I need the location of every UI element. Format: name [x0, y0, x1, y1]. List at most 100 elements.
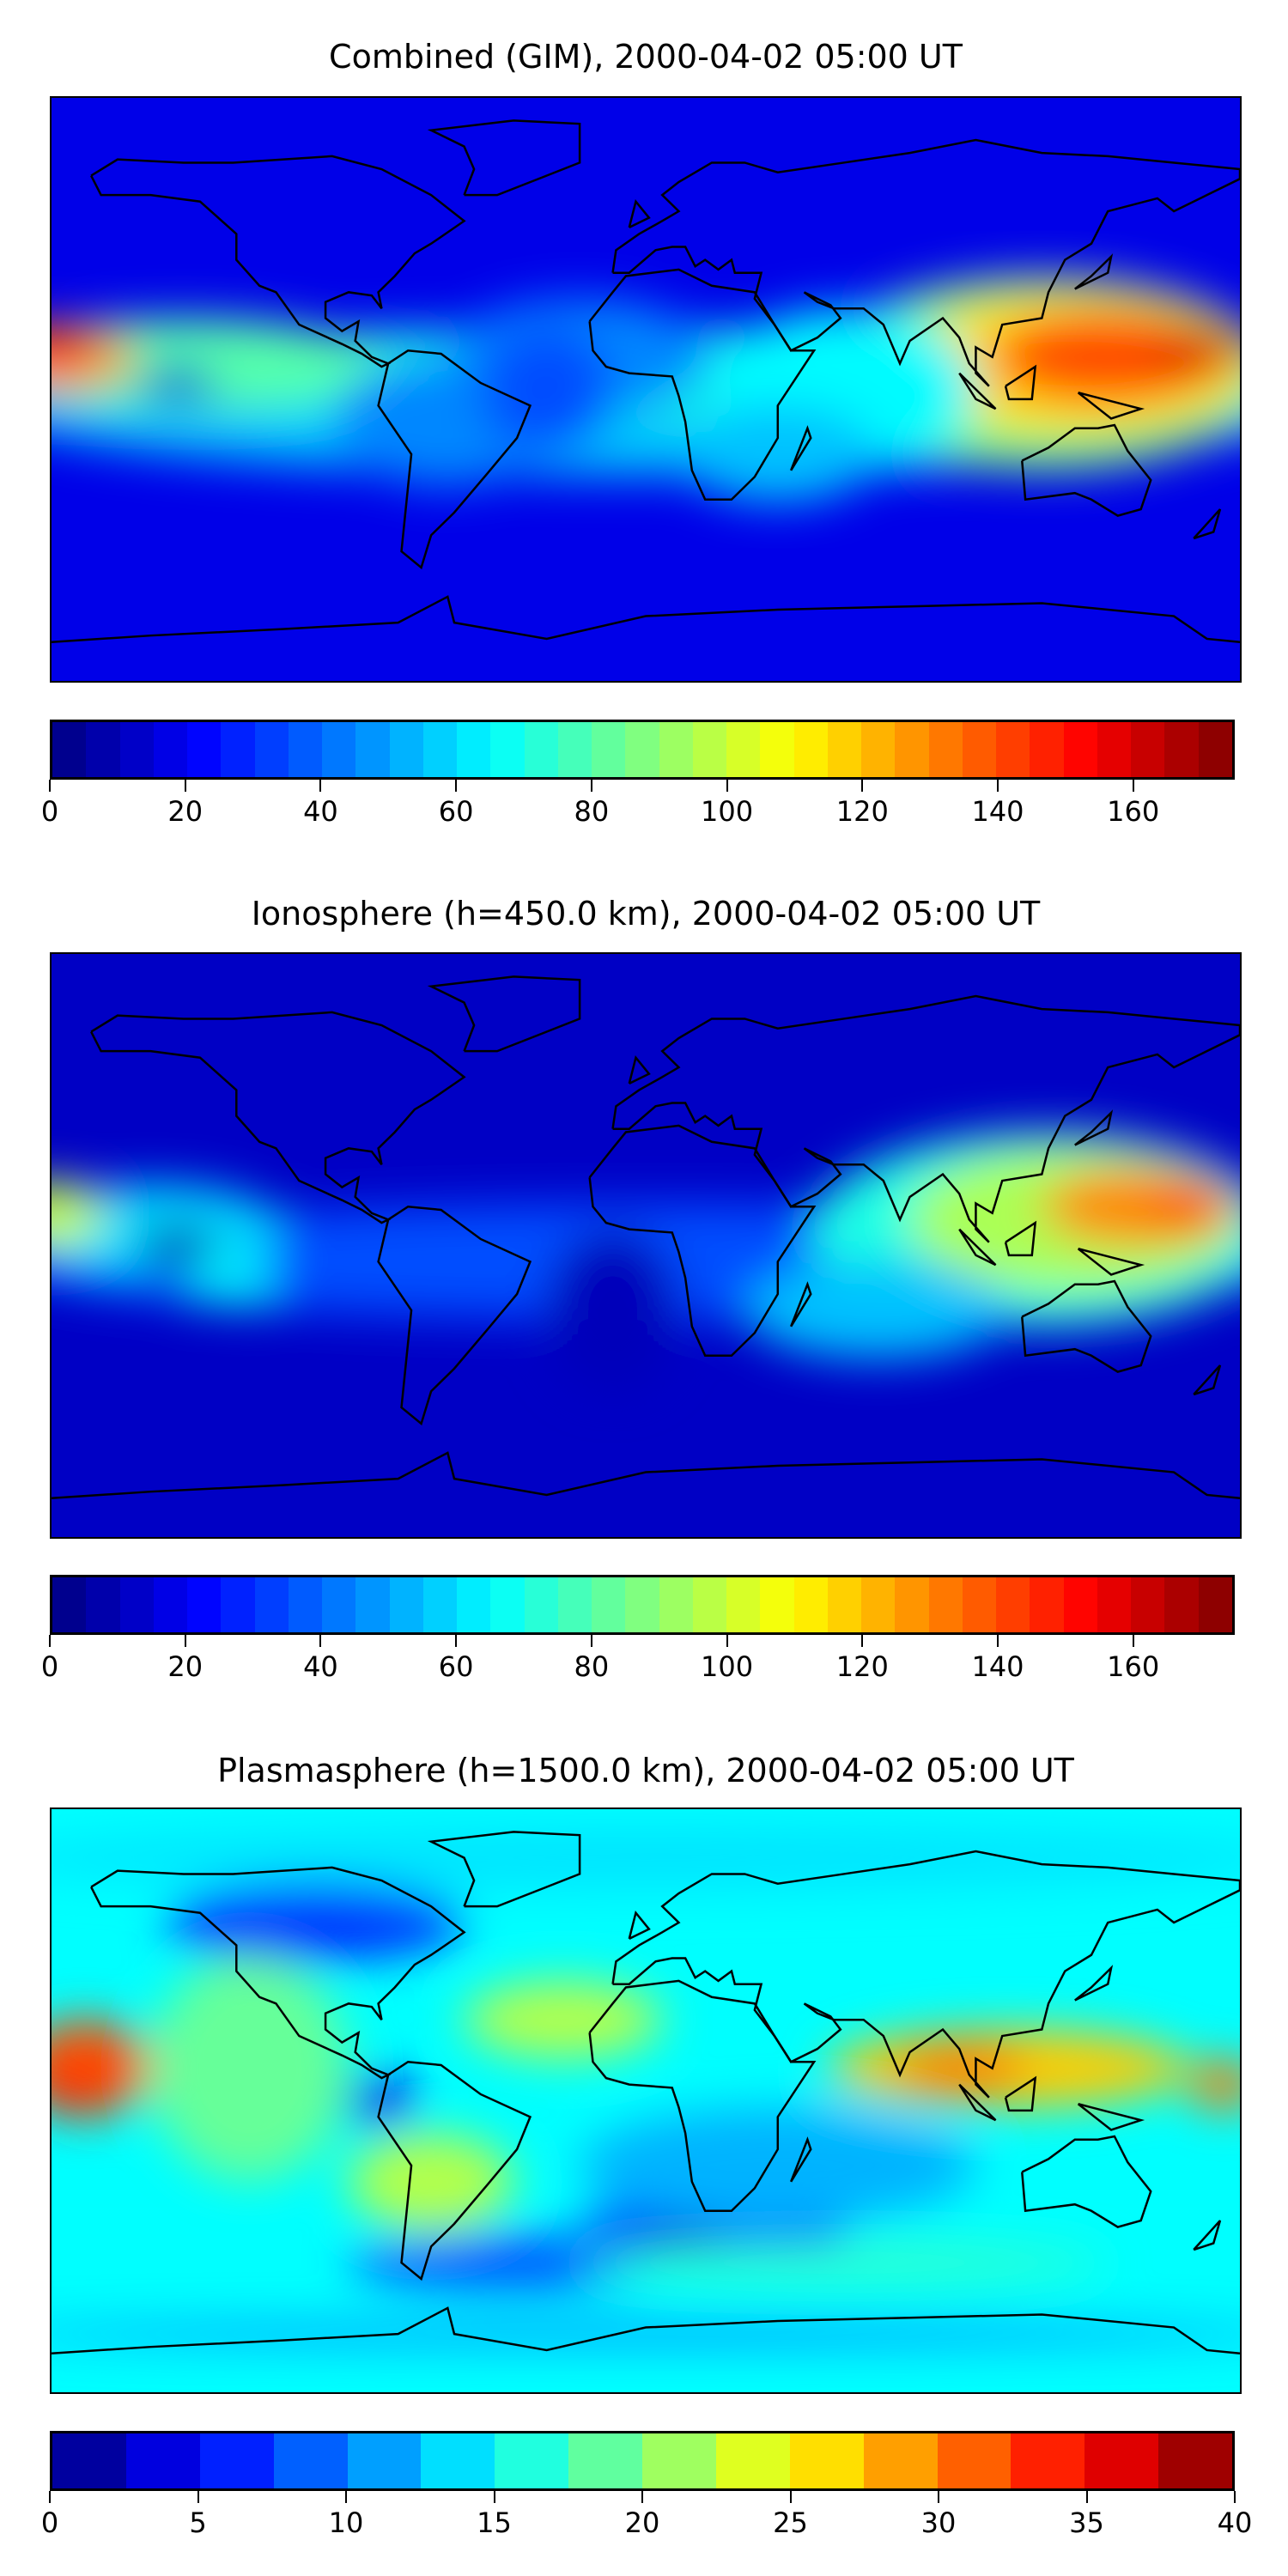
- colorbar-level: [119, 1577, 154, 1632]
- colorbar-level: [524, 722, 558, 777]
- colorbar-level: [1164, 722, 1199, 777]
- title-plasmasphere: Plasmasphere (h=1500.0 km), 2000-04-02 0…: [217, 1752, 1074, 1789]
- colorbar-level: [457, 722, 491, 777]
- colorbar-level: [592, 722, 626, 777]
- coastline: [1005, 367, 1036, 399]
- colorbar-tick: [345, 2491, 347, 2503]
- field-contour-region: [150, 1954, 349, 2182]
- colorbar-level: [1164, 1577, 1199, 1632]
- colorbar-level: [490, 1577, 525, 1632]
- colorbar-level: [322, 722, 356, 777]
- field-contour-region: [52, 331, 92, 370]
- colorbar-level: [125, 2433, 200, 2488]
- coastline: [52, 1453, 1240, 1498]
- coastline: [629, 1058, 649, 1084]
- field-contour-region: [1154, 327, 1240, 374]
- colorbar-tick-label: 120: [835, 795, 889, 828]
- colorbar-tick-label: 20: [624, 2506, 660, 2539]
- colorbar-level: [827, 1577, 861, 1632]
- field-contour-region: [349, 2133, 514, 2231]
- colorbar-tick-label: 30: [920, 2506, 957, 2539]
- coastline: [959, 374, 995, 409]
- colorbar-level: [996, 1577, 1030, 1632]
- coastline: [431, 120, 580, 195]
- colorbar-level: [937, 2433, 1012, 2488]
- coastline: [791, 2140, 811, 2182]
- field-contour-region: [893, 2042, 1026, 2094]
- field-contour-region: [744, 1261, 1009, 1359]
- coastline: [1078, 392, 1141, 418]
- colorbar-tick: [997, 780, 999, 792]
- colorbar-tick: [1132, 1635, 1134, 1647]
- coastline: [1075, 257, 1111, 289]
- colorbar-level: [1063, 722, 1097, 777]
- field-contour-region: [580, 2243, 1109, 2282]
- colorbar-tick: [726, 1635, 728, 1647]
- colorbar-tick-label: 35: [1069, 2506, 1104, 2539]
- title-combined: Combined (GIM), 2000-04-02 05:00 UT: [329, 38, 963, 76]
- colorbar-tick: [590, 780, 592, 792]
- colorbar-tick: [590, 1635, 592, 1647]
- colorbar-tick: [319, 780, 322, 792]
- colorbar-tick-label: 40: [1217, 2506, 1253, 2539]
- colorbar-level: [895, 1577, 929, 1632]
- field-contour-region: [52, 1181, 101, 1246]
- colorbar-level: [187, 722, 222, 777]
- colorbar-tick-label: 60: [438, 1650, 474, 1683]
- colorbar-level: [715, 2433, 790, 2488]
- colorbar-level: [789, 2433, 864, 2488]
- colorbar-tick-label: 80: [574, 795, 610, 828]
- colorbar-level: [659, 1577, 693, 1632]
- colorbar-level: [495, 2433, 569, 2488]
- colorbar-level: [557, 722, 592, 777]
- coastline: [1194, 1365, 1220, 1394]
- field-contour-region: [992, 311, 1224, 403]
- field-contour-region: [546, 1229, 679, 1392]
- coastline: [590, 1126, 814, 1356]
- colorbar-level: [692, 1577, 726, 1632]
- colorbar-level: [1011, 2433, 1085, 2488]
- colorbar-tick-label: 40: [303, 1650, 338, 1683]
- colorbar-tick: [1085, 2491, 1088, 2503]
- coastline: [1022, 1281, 1151, 1372]
- colorbar-tick-label: 160: [1107, 795, 1160, 828]
- colorbar-level: [254, 722, 289, 777]
- coastline: [590, 270, 814, 500]
- colorbar-level: [1198, 1577, 1232, 1632]
- field-contour-region: [137, 1225, 217, 1266]
- colorbar-level: [568, 2433, 642, 2488]
- colorbar-tick: [197, 2491, 199, 2503]
- colorbar-level: [119, 722, 154, 777]
- coastline: [52, 597, 1240, 642]
- colorbar-level: [273, 2433, 348, 2488]
- colorbar-tick: [1132, 780, 1134, 792]
- colorbar-level: [827, 722, 861, 777]
- coastline: [1005, 2078, 1036, 2111]
- colorbar-tick: [1234, 2491, 1236, 2503]
- colorbar-level: [86, 722, 120, 777]
- field-contour-region: [480, 325, 613, 454]
- colorbar-tick-label: 20: [167, 795, 204, 828]
- colorbar-tick: [49, 780, 51, 792]
- colorbar-level: [726, 722, 761, 777]
- field-contour-region: [52, 1825, 1240, 1891]
- coastline: [1078, 1249, 1141, 1274]
- colorbar-level: [1158, 2433, 1232, 2488]
- colorbar-tick: [455, 780, 458, 792]
- colorbar-level: [793, 1577, 828, 1632]
- field-contour-region: [678, 405, 878, 503]
- colorbar-level: [187, 1577, 222, 1632]
- coastline: [613, 140, 1240, 386]
- colorbar-level: [1030, 722, 1064, 777]
- colorbar-tick-label: 0: [40, 795, 59, 828]
- colorbar-level: [52, 722, 87, 777]
- colorbar-tick-label: 60: [438, 795, 474, 828]
- field-contour-region: [1151, 1190, 1230, 1224]
- coastline: [613, 996, 1240, 1242]
- colorbar-level: [52, 1577, 87, 1632]
- colorbar-level: [962, 722, 996, 777]
- colorbar-tick-label: 40: [303, 795, 338, 828]
- coastline: [629, 202, 649, 228]
- coastline: [959, 2085, 995, 2120]
- coastline: [1078, 2104, 1141, 2129]
